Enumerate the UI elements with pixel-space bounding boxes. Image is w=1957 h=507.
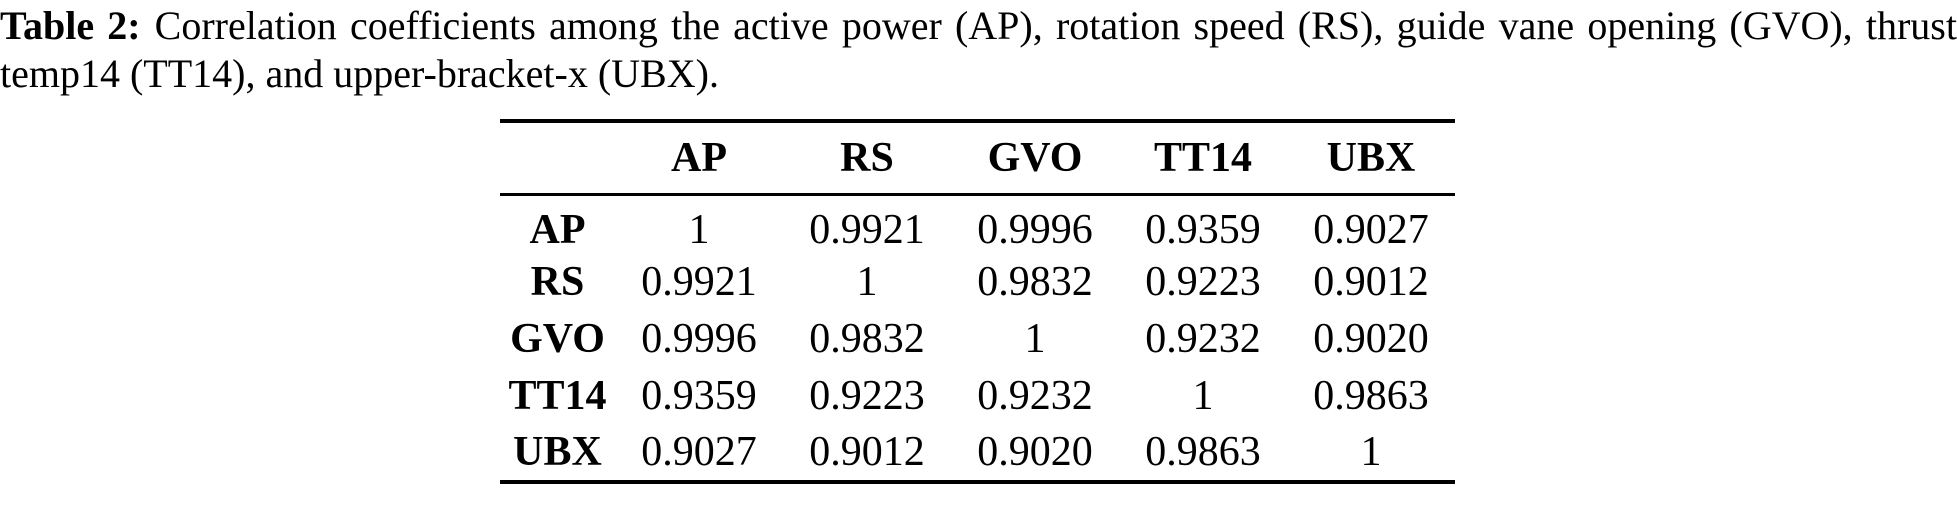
cell-ap-rs: 0.9921 bbox=[809, 206, 925, 253]
column-header-rs: RS bbox=[840, 134, 894, 181]
cell-ubx-tt14: 0.9863 bbox=[1145, 429, 1261, 475]
cell-ap-gvo: 0.9996 bbox=[977, 206, 1093, 253]
cell-tt14-ubx: 0.9863 bbox=[1313, 373, 1429, 419]
table-row-tt14: TT14 0.9359 0.9223 0.9232 1 0.9863 bbox=[500, 368, 1455, 425]
cell-rs-tt14: 0.9223 bbox=[1145, 259, 1261, 305]
caption-label: Table 2: bbox=[0, 3, 141, 48]
cell-tt14-rs: 0.9223 bbox=[809, 373, 925, 419]
table-row-ubx: UBX 0.9027 0.9012 0.9020 0.9863 1 bbox=[500, 425, 1455, 482]
cell-ubx-rs: 0.9012 bbox=[809, 429, 925, 475]
cell-gvo-gvo: 1 bbox=[1024, 316, 1046, 362]
table-row-ap: AP 1 0.9921 0.9996 0.9359 0.9027 bbox=[500, 194, 1455, 254]
cell-gvo-ap: 0.9996 bbox=[641, 316, 757, 362]
column-header-tt14: TT14 bbox=[1153, 134, 1253, 181]
table-body: AP 1 0.9921 0.9996 0.9359 0.9027 RS 0.99… bbox=[500, 194, 1455, 482]
cell-ap-ap: 1 bbox=[688, 206, 710, 253]
row-label-rs: RS bbox=[530, 259, 585, 305]
row-label-tt14: TT14 bbox=[508, 373, 607, 419]
correlation-table: AP RS GVO TT14 UBX AP 1 0.9921 0.9996 0.… bbox=[500, 119, 1455, 484]
caption-text-line1: Correlation coefficients among the activ… bbox=[154, 3, 1957, 48]
cell-gvo-ubx: 0.9020 bbox=[1313, 316, 1429, 362]
table-header: AP RS GVO TT14 UBX bbox=[500, 121, 1455, 194]
cell-rs-ap: 0.9921 bbox=[641, 259, 757, 305]
cell-ubx-gvo: 0.9020 bbox=[977, 429, 1093, 475]
table-caption: Table 2: Correlation coefficients among t… bbox=[0, 0, 1957, 98]
header-row: AP RS GVO TT14 UBX bbox=[500, 121, 1455, 194]
cell-ap-ubx: 0.9027 bbox=[1313, 206, 1429, 253]
row-label-gvo: GVO bbox=[510, 316, 605, 362]
corner-cell bbox=[500, 121, 615, 194]
cell-rs-gvo: 0.9832 bbox=[977, 259, 1093, 305]
caption-line-1: Table 2: Correlation coefficients among t… bbox=[0, 2, 1957, 50]
cell-rs-rs: 1 bbox=[856, 259, 878, 305]
cell-tt14-ap: 0.9359 bbox=[641, 373, 757, 419]
column-header-ap: AP bbox=[671, 134, 727, 181]
cell-gvo-rs: 0.9832 bbox=[809, 316, 925, 362]
cell-ap-tt14: 0.9359 bbox=[1145, 206, 1261, 253]
cell-rs-ubx: 0.9012 bbox=[1313, 259, 1429, 305]
caption-line-2: temp14 (TT14), and upper-bracket-x (UBX)… bbox=[0, 51, 719, 96]
column-header-ubx: UBX bbox=[1326, 134, 1416, 181]
table-row-rs: RS 0.9921 1 0.9832 0.9223 0.9012 bbox=[500, 254, 1455, 311]
row-label-ubx: UBX bbox=[513, 429, 602, 475]
cell-tt14-gvo: 0.9232 bbox=[977, 373, 1093, 419]
cell-ubx-ubx: 1 bbox=[1360, 429, 1382, 475]
row-label-ap: AP bbox=[529, 206, 586, 253]
table-row-gvo: GVO 0.9996 0.9832 1 0.9232 0.9020 bbox=[500, 311, 1455, 368]
cell-tt14-tt14: 1 bbox=[1192, 373, 1214, 419]
cell-ubx-ap: 0.9027 bbox=[641, 429, 757, 475]
cell-gvo-tt14: 0.9232 bbox=[1145, 316, 1261, 362]
column-header-gvo: GVO bbox=[987, 134, 1083, 181]
